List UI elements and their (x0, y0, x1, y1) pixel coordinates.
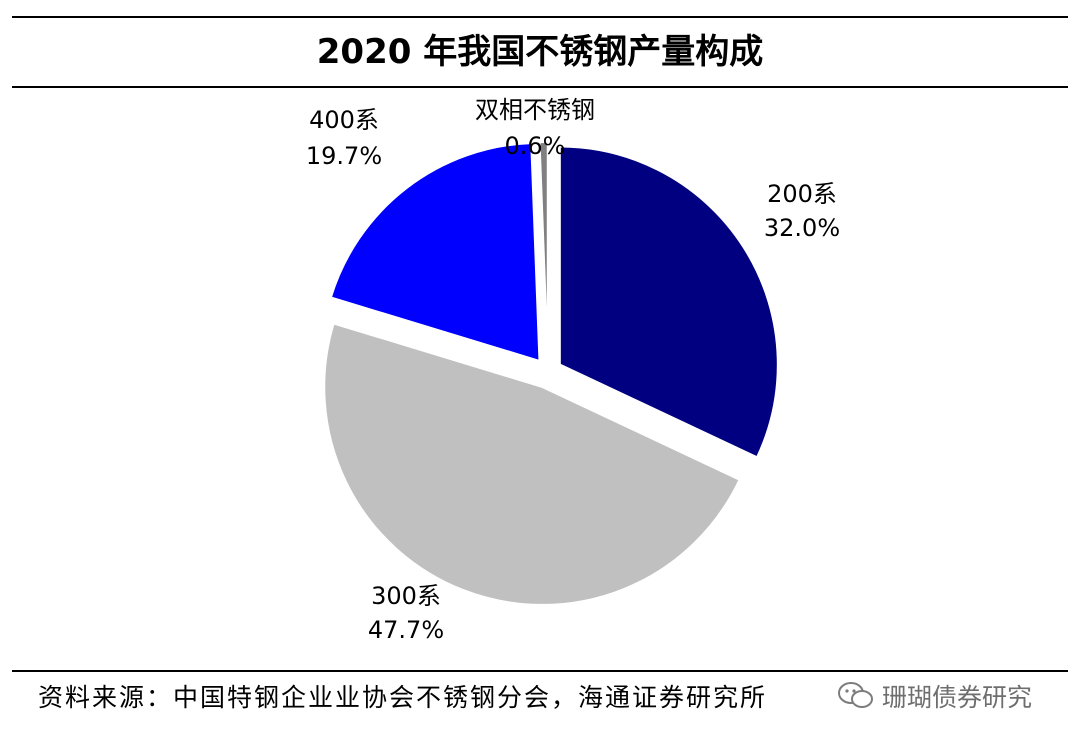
slice-name-label: 200系 (767, 180, 837, 208)
slice-name-label: 400系 (309, 106, 379, 134)
title-rule (12, 86, 1068, 88)
wechat-icon (838, 682, 873, 708)
pie-chart-svg: 200系 32.0% 300系 47.7% 400系 19.7% 双相不锈钢 0.6% (306, 96, 840, 644)
slice-value-label: 0.6% (505, 132, 566, 160)
watermark: 珊瑚债券研究 (836, 676, 1032, 716)
pie-slice (538, 141, 549, 361)
slice-value-label: 19.7% (306, 142, 382, 170)
pie-slice (329, 142, 541, 363)
slice-value-label: 47.7% (368, 616, 444, 644)
slice-name-label: 300系 (371, 582, 441, 610)
slice-name-label: 双相不锈钢 (475, 96, 595, 124)
pie-slice (558, 145, 779, 459)
pie-chart: 200系 32.0% 300系 47.7% 400系 19.7% 双相不锈钢 0.6% (0, 90, 1080, 668)
bottom-rule (12, 670, 1068, 672)
source-note: 资料来源：中国特钢企业业协会不锈钢分会，海通证券研究所 (38, 683, 768, 712)
watermark-text: 珊瑚债券研究 (882, 683, 1033, 712)
top-rule (12, 16, 1068, 18)
chart-title: 2020 年我国不锈钢产量构成 (316, 32, 764, 72)
slice-value-label: 32.0% (764, 214, 840, 242)
pie-slice (323, 322, 741, 606)
